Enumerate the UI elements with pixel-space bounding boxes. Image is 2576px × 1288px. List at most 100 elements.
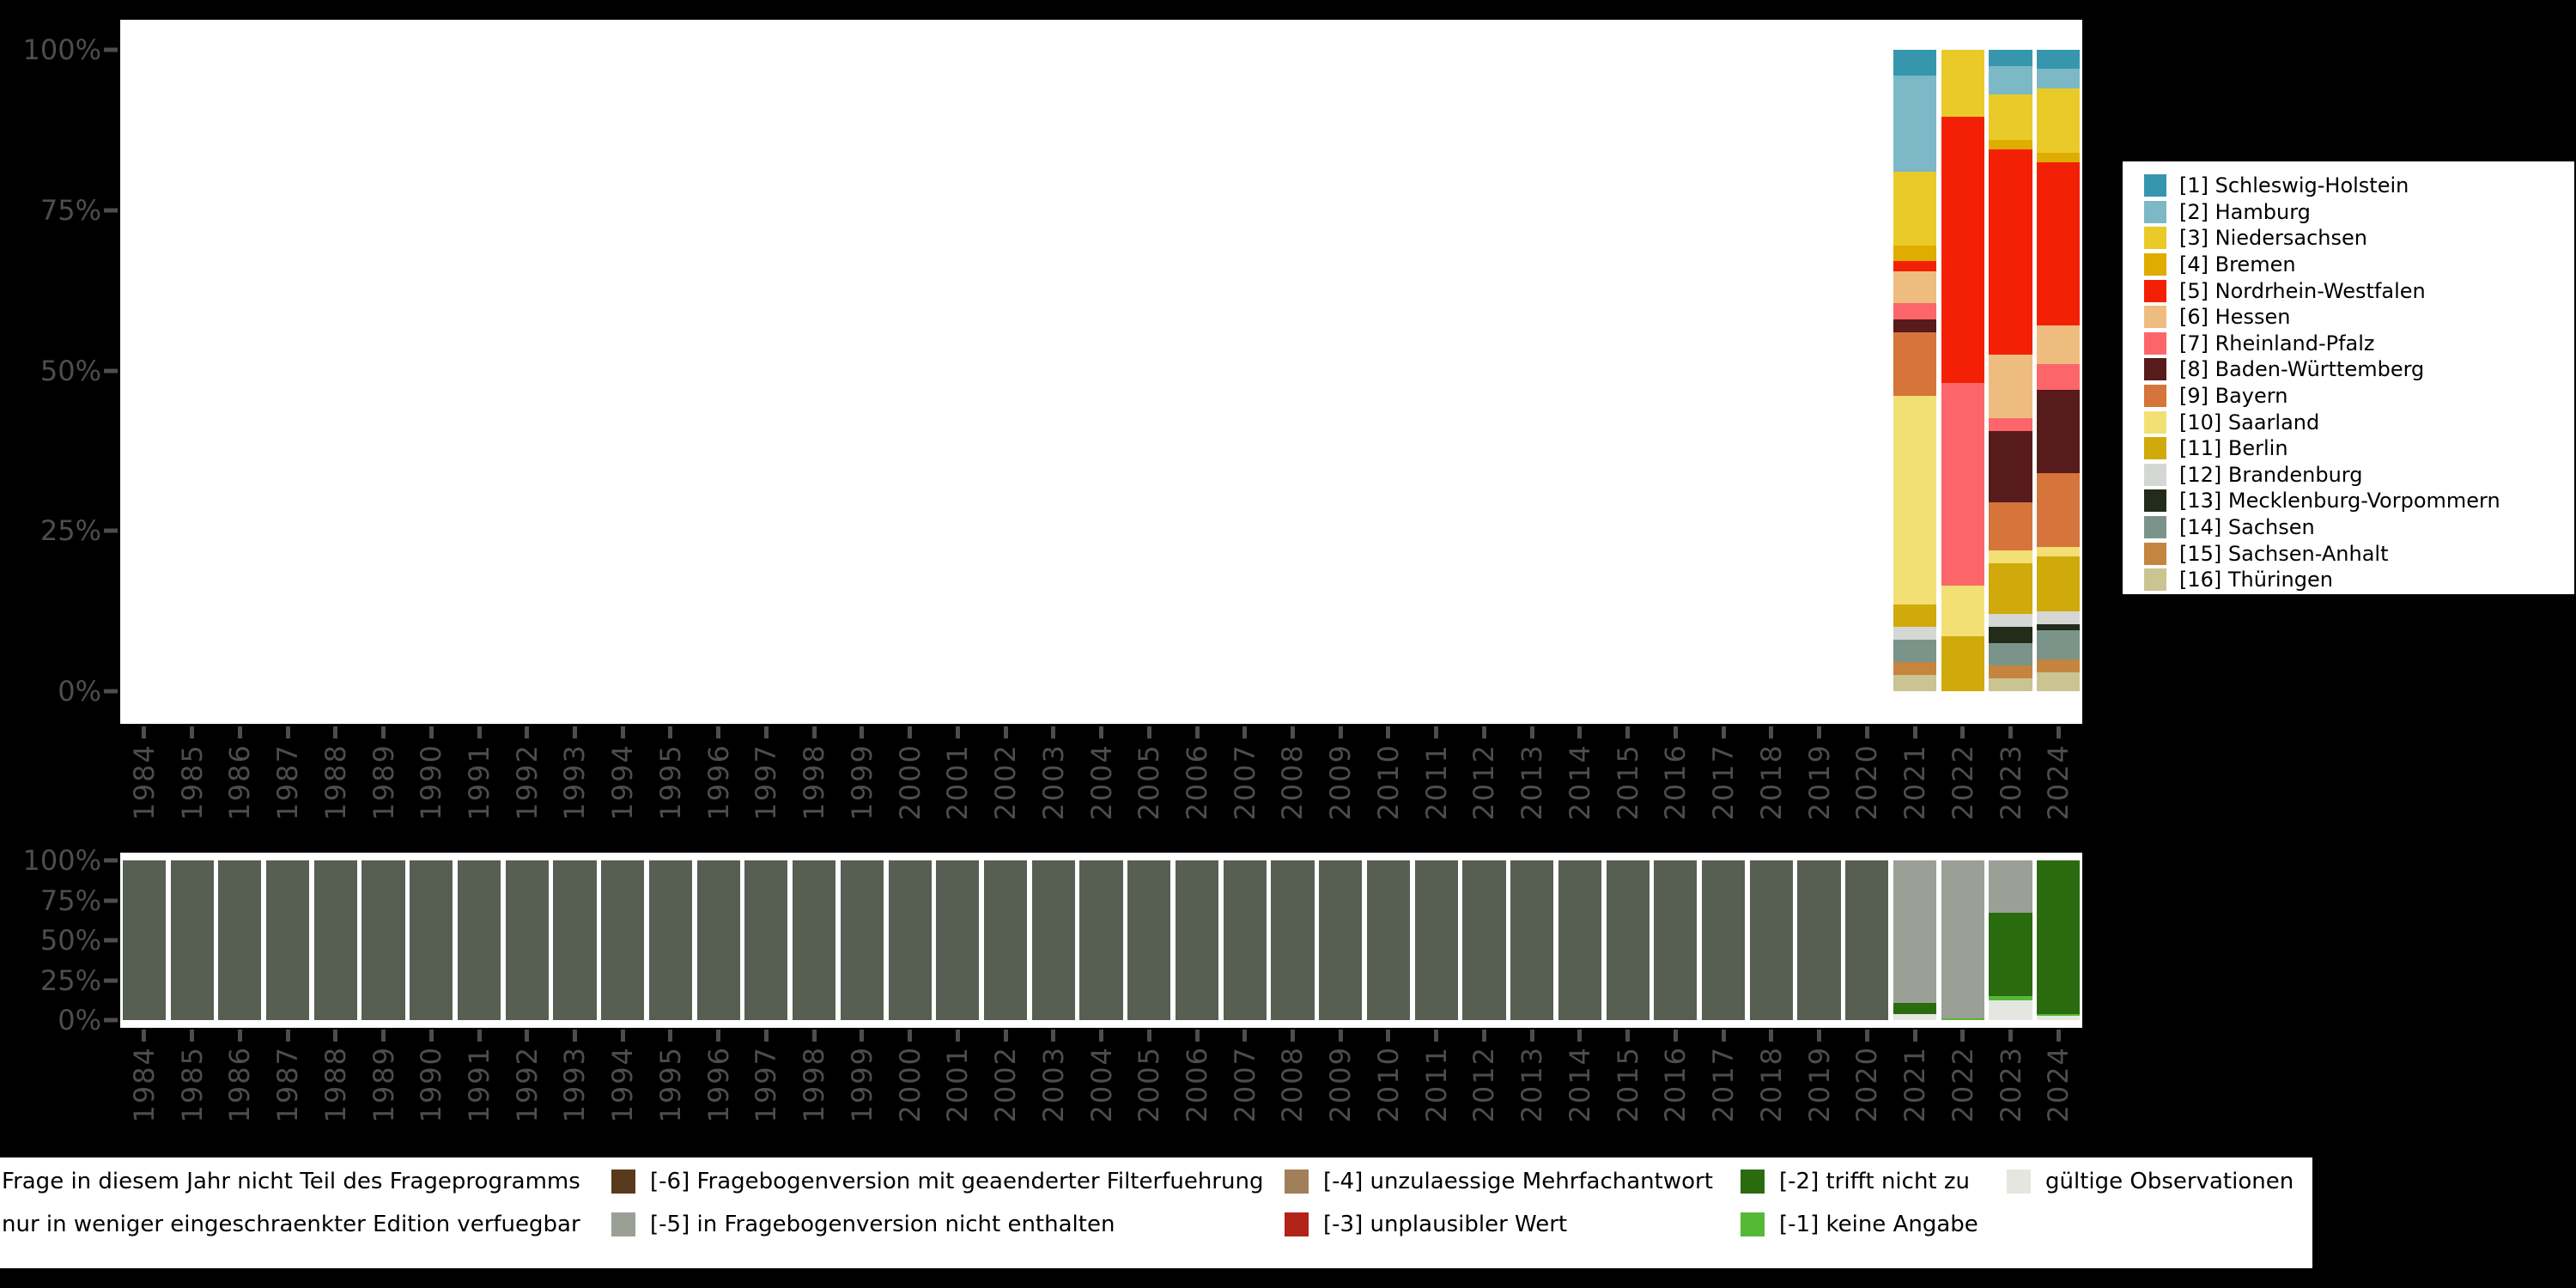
bottom-legend-label: [-1] keine Angabe [1779,1213,1978,1236]
bar-segment [553,860,596,1020]
x-tick-slot [120,726,168,738]
bottom-legend-item: Frage in diesem Jahr nicht Teil des Frag… [2,1170,580,1194]
x-axis-year-label: 2023 [1997,1046,2025,1122]
bar-slot-1987 [264,860,312,1020]
x-tick-slot [981,1030,1030,1042]
x-label-slot: 2024 [2034,1046,2082,1153]
x-axis-tick [1004,1030,1008,1042]
x-axis-year-label: 1995 [657,744,684,820]
bar-slot-2010 [1364,50,1413,691]
y-axis-label: 100% [23,847,101,874]
x-axis-year-label: 2015 [1614,1046,1642,1122]
legend-item: [13] Mecklenburg-Vorpommern [2144,488,2574,514]
bar-slot-2015 [1604,50,1652,691]
bar-segment [361,860,404,1020]
x-axis-year-label: 1996 [705,744,732,820]
bar-segment [458,860,501,1020]
bar-segment [1893,1003,1936,1015]
bar-slot-2019 [1795,860,1844,1020]
y-axis-tick [104,898,118,902]
bar-slot-2011 [1413,860,1461,1020]
bar-segment [2037,547,2080,556]
bar-slot-2003 [1030,50,1078,691]
stacked-bar-2002 [984,860,1027,1020]
legend-label: [4] Bremen [2179,254,2296,275]
x-label-slot: 1992 [503,1046,551,1153]
legend-item: [7] Rheinland-Pfalz [2144,331,2574,357]
bar-segment [1750,860,1793,1020]
x-tick-slot [1413,726,1461,738]
legend-item: [16] Thüringen [2144,567,2574,593]
bar-segment [1367,860,1410,1020]
x-tick-slot [216,1030,264,1042]
bottom-legend-item: gültige Observationen [2007,1170,2293,1194]
x-axis-year-label: 2001 [944,744,971,820]
x-tick-slot [1556,726,1604,738]
bar-segment [1607,860,1649,1020]
x-tick-slot [1173,1030,1221,1042]
x-axis-tick [238,726,242,738]
bar-segment [2037,69,2080,88]
x-tick-slot [1891,1030,1939,1042]
x-axis-year-label: 2013 [1518,1046,1546,1122]
x-axis-tick [1386,726,1390,738]
x-axis-year-label: 2011 [1423,744,1450,820]
x-label-slot: 2014 [1556,744,1604,851]
bar-slot-2004 [1078,860,1126,1020]
y-axis-label: 50% [40,927,101,954]
x-tick-slot [1508,1030,1556,1042]
y-axis-label: 50% [40,357,101,385]
x-tick-slot [455,1030,503,1042]
bar-slot-2024 [2034,50,2082,691]
bar-slot-2008 [1269,860,1317,1020]
legend-item: [11] Berlin [2144,435,2574,462]
bottom-legend-swatch-icon [611,1170,635,1194]
x-axis-tick [1291,1030,1295,1042]
x-label-slot: 2003 [1030,1046,1078,1153]
x-axis-year-label: 2016 [1662,744,1689,820]
bar-slot-1987 [264,50,312,691]
x-label-slot: 2004 [1078,744,1126,851]
x-axis-year-label: 2016 [1662,1046,1689,1122]
x-tick-slot [790,1030,838,1042]
bar-slot-2007 [1221,860,1269,1020]
stacked-bar-2003 [1032,860,1075,1020]
bar-slot-2016 [1652,860,1700,1020]
x-tick-slot [838,1030,886,1042]
legend-item: [1] Schleswig-Holstein [2144,173,2574,199]
x-axis-tick [286,1030,290,1042]
x-label-slot: 2002 [981,1046,1030,1153]
x-tick-slot [1939,726,1987,738]
x-axis-tick [286,726,290,738]
x-axis-year-label: 2009 [1327,1046,1354,1122]
bar-segment [1127,860,1170,1020]
bar-slot-1996 [695,50,743,691]
x-label-slot: 1984 [120,1046,168,1153]
bar-segment [1989,563,2032,615]
bar-segment [2037,630,2080,659]
x-axis-year-label: 1988 [322,1046,349,1122]
bar-slot-2002 [981,50,1030,691]
y-axis-tick [104,978,118,982]
x-axis-year-label: 2008 [1279,744,1306,820]
stacked-bar-1987 [266,860,309,1020]
bar-segment [2037,390,2080,473]
top-stacked-bars [120,50,2082,691]
bar-segment [1989,149,2032,355]
x-axis-year-label: 1985 [179,1046,206,1122]
y-axis-tick [104,208,118,212]
x-axis-tick [1195,1030,1200,1042]
bar-segment [266,860,309,1020]
x-label-slot: 2010 [1364,744,1413,851]
bar-segment [1941,860,1984,1018]
bar-segment [1224,860,1267,1020]
bottom-legend-swatch-icon [1285,1212,1309,1236]
bar-slot-2020 [1843,50,1891,691]
stacked-bar-2021 [1893,50,1936,691]
bar-segment [1462,860,1505,1020]
stacked-bar-1997 [744,860,787,1020]
x-axis-year-label: 1989 [370,1046,398,1122]
bar-slot-2004 [1078,50,1126,691]
x-tick-slot [1269,726,1317,738]
stacked-bar-1985 [171,860,214,1020]
